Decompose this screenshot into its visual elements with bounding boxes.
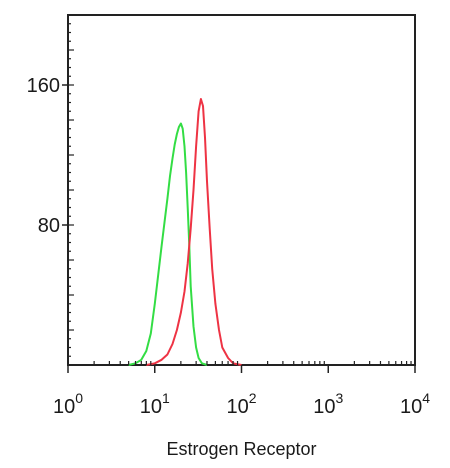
x-tick-label: 103 xyxy=(313,390,343,418)
series-2-line xyxy=(146,98,242,366)
plot-border xyxy=(67,14,416,366)
x-axis: 100 101 102 103 104 xyxy=(53,361,430,418)
x-tick-label: 104 xyxy=(400,390,430,418)
plot-frame xyxy=(67,14,416,366)
x-tick-label: 101 xyxy=(140,390,170,418)
series-layer xyxy=(128,98,242,366)
series-1-line xyxy=(128,122,208,366)
x-tick-label: 102 xyxy=(226,390,256,418)
y-axis: 80 160 xyxy=(27,14,74,366)
x-tick-label: 100 xyxy=(53,390,83,418)
y-tick-label: 80 xyxy=(38,215,60,237)
x-axis-title: Estrogen Receptor xyxy=(166,439,316,459)
y-tick-label: 160 xyxy=(27,75,60,97)
